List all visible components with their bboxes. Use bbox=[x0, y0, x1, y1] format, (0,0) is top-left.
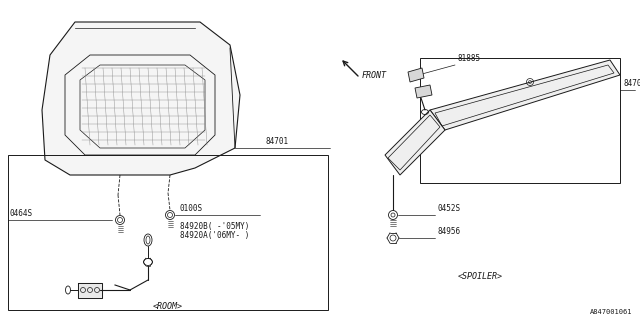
Polygon shape bbox=[42, 22, 240, 175]
Text: 84701A: 84701A bbox=[623, 79, 640, 88]
Bar bbox=[8, 155, 328, 310]
Text: 81885: 81885 bbox=[457, 54, 480, 63]
Text: <ROOM>: <ROOM> bbox=[153, 302, 183, 311]
Polygon shape bbox=[430, 60, 620, 130]
Text: 0452S: 0452S bbox=[437, 204, 460, 213]
Polygon shape bbox=[385, 110, 445, 175]
Text: 0100S: 0100S bbox=[180, 204, 203, 213]
Text: 84956: 84956 bbox=[437, 227, 460, 236]
Polygon shape bbox=[408, 68, 424, 82]
Polygon shape bbox=[415, 85, 432, 98]
Bar bbox=[420, 58, 620, 183]
Text: 84701: 84701 bbox=[265, 137, 288, 146]
Text: <SPOILER>: <SPOILER> bbox=[458, 272, 502, 281]
Text: 0464S: 0464S bbox=[9, 209, 32, 218]
Text: 84920A('06MY- ): 84920A('06MY- ) bbox=[180, 231, 250, 240]
Text: 84920B( -'05MY): 84920B( -'05MY) bbox=[180, 222, 250, 231]
Text: FRONT: FRONT bbox=[362, 71, 387, 81]
Text: A847001061: A847001061 bbox=[589, 309, 632, 315]
Polygon shape bbox=[78, 283, 102, 298]
